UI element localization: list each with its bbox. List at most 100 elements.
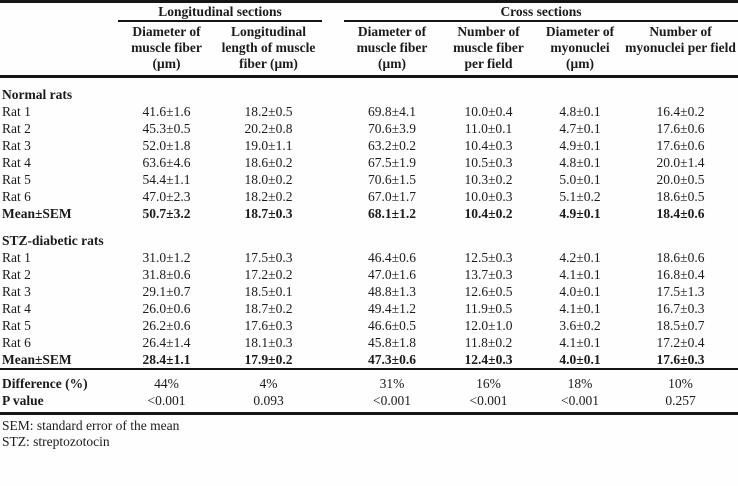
- data-cell: 41.6±1.6: [142, 104, 191, 119]
- data-cell: 17.2±0.4: [656, 335, 705, 350]
- data-cell: 4.9±0.1: [559, 206, 601, 221]
- table-row: Rat 3 29.1±0.7 18.5±0.1 48.8±1.3 12.6±0.5 4.0…: [0, 283, 738, 300]
- group-header-longitudinal: Longitudinal sections: [118, 1, 322, 22]
- row-label: Mean±SEM: [2, 206, 72, 221]
- table-row: Rat 3 52.0±1.8 19.0±1.1 63.2±0.2 10.4±0.3 4.9…: [0, 137, 738, 154]
- data-cell: 47.0±1.6: [368, 267, 416, 282]
- data-cell: 18%: [537, 368, 623, 392]
- results-table: Longitudinal sections Cross sections Dia…: [0, 0, 738, 415]
- column-header-fiber-count: Number of muscle fiber per field: [440, 21, 537, 78]
- data-cell: 19.0±1.1: [244, 138, 293, 153]
- data-cell: 63.2±0.2: [368, 138, 416, 153]
- data-cell: 67.0±1.7: [368, 189, 416, 204]
- data-cell: 10.3±0.2: [464, 172, 513, 187]
- data-cell: 29.1±0.7: [142, 284, 191, 299]
- footnote-stz: STZ: streptozotocin: [2, 434, 110, 449]
- row-label: Rat 2: [2, 121, 31, 136]
- data-cell: 20.2±0.8: [244, 121, 293, 136]
- column-header-row: Diameter of muscle fiber (μm) Longitudin…: [0, 21, 738, 78]
- data-cell: 12.5±0.3: [464, 250, 513, 265]
- row-label: Difference (%): [0, 368, 118, 392]
- data-cell: 45.3±0.5: [142, 121, 191, 136]
- data-cell: 50.7±3.2: [142, 206, 191, 221]
- spacer-cell: [322, 334, 344, 351]
- row-label: Rat 6: [2, 189, 31, 204]
- data-cell: 67.5±1.9: [368, 155, 416, 170]
- data-cell: 16.7±0.3: [656, 301, 705, 316]
- row-label: Rat 1: [2, 250, 31, 265]
- row-label: Rat 1: [2, 104, 31, 119]
- data-cell: 3.6±0.2: [559, 318, 601, 333]
- spacer-cell: [322, 103, 344, 120]
- spacer-cell: [322, 137, 344, 154]
- table-row: Rat 1 41.6±1.6 18.2±0.5 69.8±4.1 10.0±0.4 4.8…: [0, 103, 738, 120]
- data-cell: 17.6±0.6: [656, 138, 705, 153]
- data-cell: 18.1±0.3: [244, 335, 293, 350]
- section-title-row: Normal rats: [0, 77, 738, 104]
- data-cell: 18.7±0.3: [244, 206, 293, 221]
- table-row: Rat 5 26.2±0.6 17.6±0.3 46.6±0.5 12.0±1.0 3.6…: [0, 317, 738, 334]
- column-header-myonuclei-diameter: Diameter of myonuclei (μm): [537, 21, 623, 78]
- group-header-row: Longitudinal sections Cross sections: [0, 1, 738, 78]
- data-cell: 54.4±1.1: [142, 172, 191, 187]
- data-cell: 12.0±1.0: [464, 318, 513, 333]
- table-body: Normal rats Rat 1 41.6±1.6 18.2±0.5 69.8±4.1…: [0, 77, 738, 415]
- data-cell: 26.0±0.6: [142, 301, 191, 316]
- data-cell: 0.093: [215, 392, 322, 415]
- data-cell: 44%: [118, 368, 215, 392]
- spacer-cell: [322, 205, 344, 222]
- data-cell: 18.7±0.2: [244, 301, 293, 316]
- data-cell: 18.0±0.2: [244, 172, 293, 187]
- data-cell: 5.1±0.2: [559, 189, 601, 204]
- data-cell: 26.2±0.6: [142, 318, 191, 333]
- data-cell: 18.6±0.6: [656, 250, 705, 265]
- data-cell: 4.8±0.1: [559, 104, 601, 119]
- row-label: Rat 3: [2, 138, 31, 153]
- data-cell: 10.4±0.2: [464, 206, 513, 221]
- column-header-myonuclei-count: Number of myonuclei per field: [623, 21, 738, 78]
- data-cell: 17.9±0.2: [244, 352, 293, 367]
- data-cell: 69.8±4.1: [368, 104, 416, 119]
- table-row: Rat 1 31.0±1.2 17.5±0.3 46.4±0.6 12.5±0.3 4.2…: [0, 249, 738, 266]
- data-cell: 4.0±0.1: [559, 352, 601, 367]
- data-cell: 10%: [623, 368, 738, 392]
- data-cell: 70.6±1.5: [368, 172, 416, 187]
- data-cell: 4%: [215, 368, 322, 392]
- data-cell: 13.7±0.3: [464, 267, 513, 282]
- table-row: Rat 2 31.8±0.6 17.2±0.2 47.0±1.6 13.7±0.3 4.1…: [0, 266, 738, 283]
- data-cell: 16%: [440, 368, 537, 392]
- table-row: Rat 4 26.0±0.6 18.7±0.2 49.4±1.2 11.9±0.5 4.1…: [0, 300, 738, 317]
- data-cell: 11.0±0.1: [464, 121, 513, 136]
- data-cell: 4.8±0.1: [559, 155, 601, 170]
- data-cell: 18.4±0.6: [656, 206, 705, 221]
- data-cell: 18.5±0.1: [244, 284, 293, 299]
- data-cell: 49.4±1.2: [368, 301, 416, 316]
- data-cell: 4.0±0.1: [559, 284, 601, 299]
- spacer-cell: [322, 300, 344, 317]
- table-row: Rat 2 45.3±0.5 20.2±0.8 70.6±3.9 11.0±0.1 4.7…: [0, 120, 738, 137]
- summary-row: Difference (%) 44% 4% 31% 16% 18% 10%: [0, 368, 738, 392]
- data-cell: 10.0±0.3: [464, 189, 513, 204]
- data-cell: 18.6±0.5: [656, 189, 705, 204]
- data-cell: 16.4±0.2: [656, 104, 705, 119]
- column-header-length-long: Longitudinal length of muscle fiber (μm): [215, 21, 322, 78]
- row-label: Mean±SEM: [2, 352, 72, 367]
- row-label: Rat 2: [2, 267, 31, 282]
- column-header-diameter-cross: Diameter of muscle fiber (μm): [344, 21, 440, 78]
- spacer-cell: [322, 351, 344, 369]
- data-cell: 47.0±2.3: [142, 189, 191, 204]
- table-row: Mean±SEM 50.7±3.2 18.7±0.3 68.1±1.2 10.4±0.2…: [0, 205, 738, 222]
- data-cell: 17.6±0.3: [656, 352, 705, 367]
- data-cell: 4.1±0.1: [559, 335, 601, 350]
- data-cell: 5.0±0.1: [559, 172, 601, 187]
- data-cell: 10.0±0.4: [464, 104, 513, 119]
- row-label: Rat 4: [2, 301, 31, 316]
- spacer-cell: [322, 368, 344, 392]
- corner-cell: [0, 1, 118, 78]
- group-spacer: [322, 1, 344, 78]
- spacer-cell: [322, 188, 344, 205]
- summary-row: P value <0.001 0.093 <0.001 <0.001 <0.001 0.25…: [0, 392, 738, 415]
- data-cell: 11.9±0.5: [464, 301, 513, 316]
- row-label: Rat 6: [2, 335, 31, 350]
